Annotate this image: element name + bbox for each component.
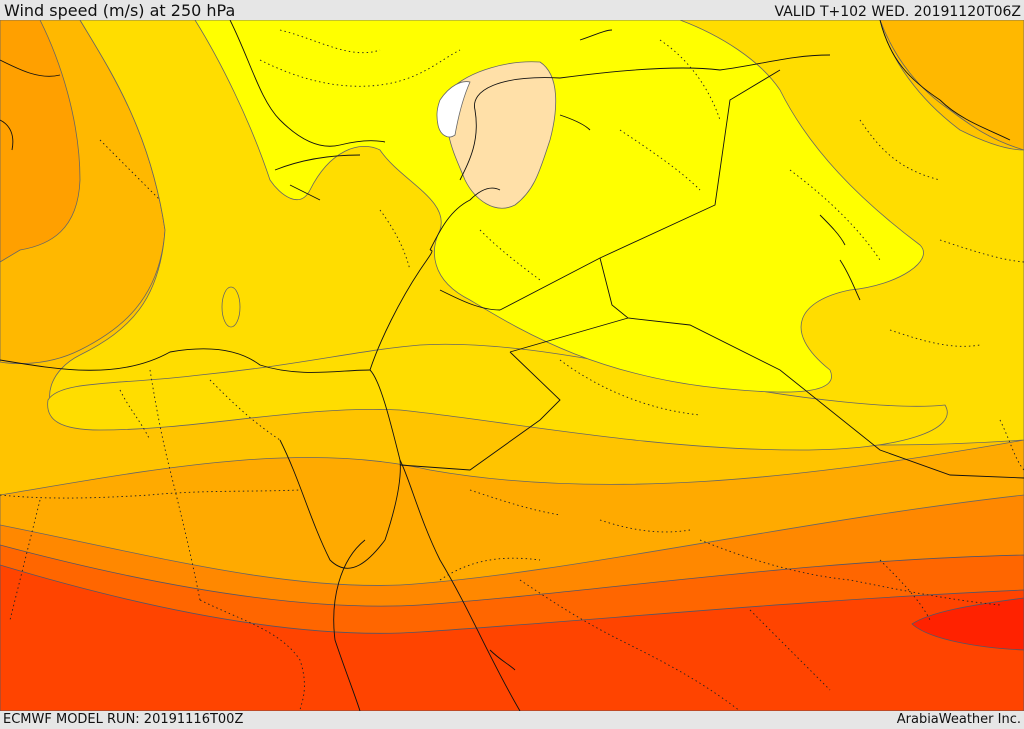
valid-time-label: VALID T+102 WED. 20191120T06Z <box>774 4 1021 20</box>
band-max <box>911 597 1024 651</box>
band-red <box>0 564 1024 711</box>
model-run-label: ECMWF MODEL RUN: 20191116T00Z <box>3 712 244 727</box>
band-orange-west <box>0 20 81 263</box>
map-canvas <box>0 20 1024 711</box>
contour-lake <box>221 286 241 328</box>
band-peach <box>446 61 557 209</box>
wind-speed-map[interactable] <box>0 20 1024 711</box>
map-title: Wind speed (m/s) at 250 hPa <box>4 1 236 20</box>
coastlines <box>0 20 1024 711</box>
band-white <box>436 81 471 138</box>
map-footer: ECMWF MODEL RUN: 20191116T00Z ArabiaWeat… <box>0 711 1024 729</box>
borders <box>0 29 1024 711</box>
map-header: Wind speed (m/s) at 250 hPa VALID T+102 … <box>0 0 1024 20</box>
credit-label: ArabiaWeather Inc. <box>896 712 1021 727</box>
band-yellow <box>194 20 924 393</box>
band-gold-lower <box>47 343 948 451</box>
band-gold-east <box>879 20 1024 151</box>
